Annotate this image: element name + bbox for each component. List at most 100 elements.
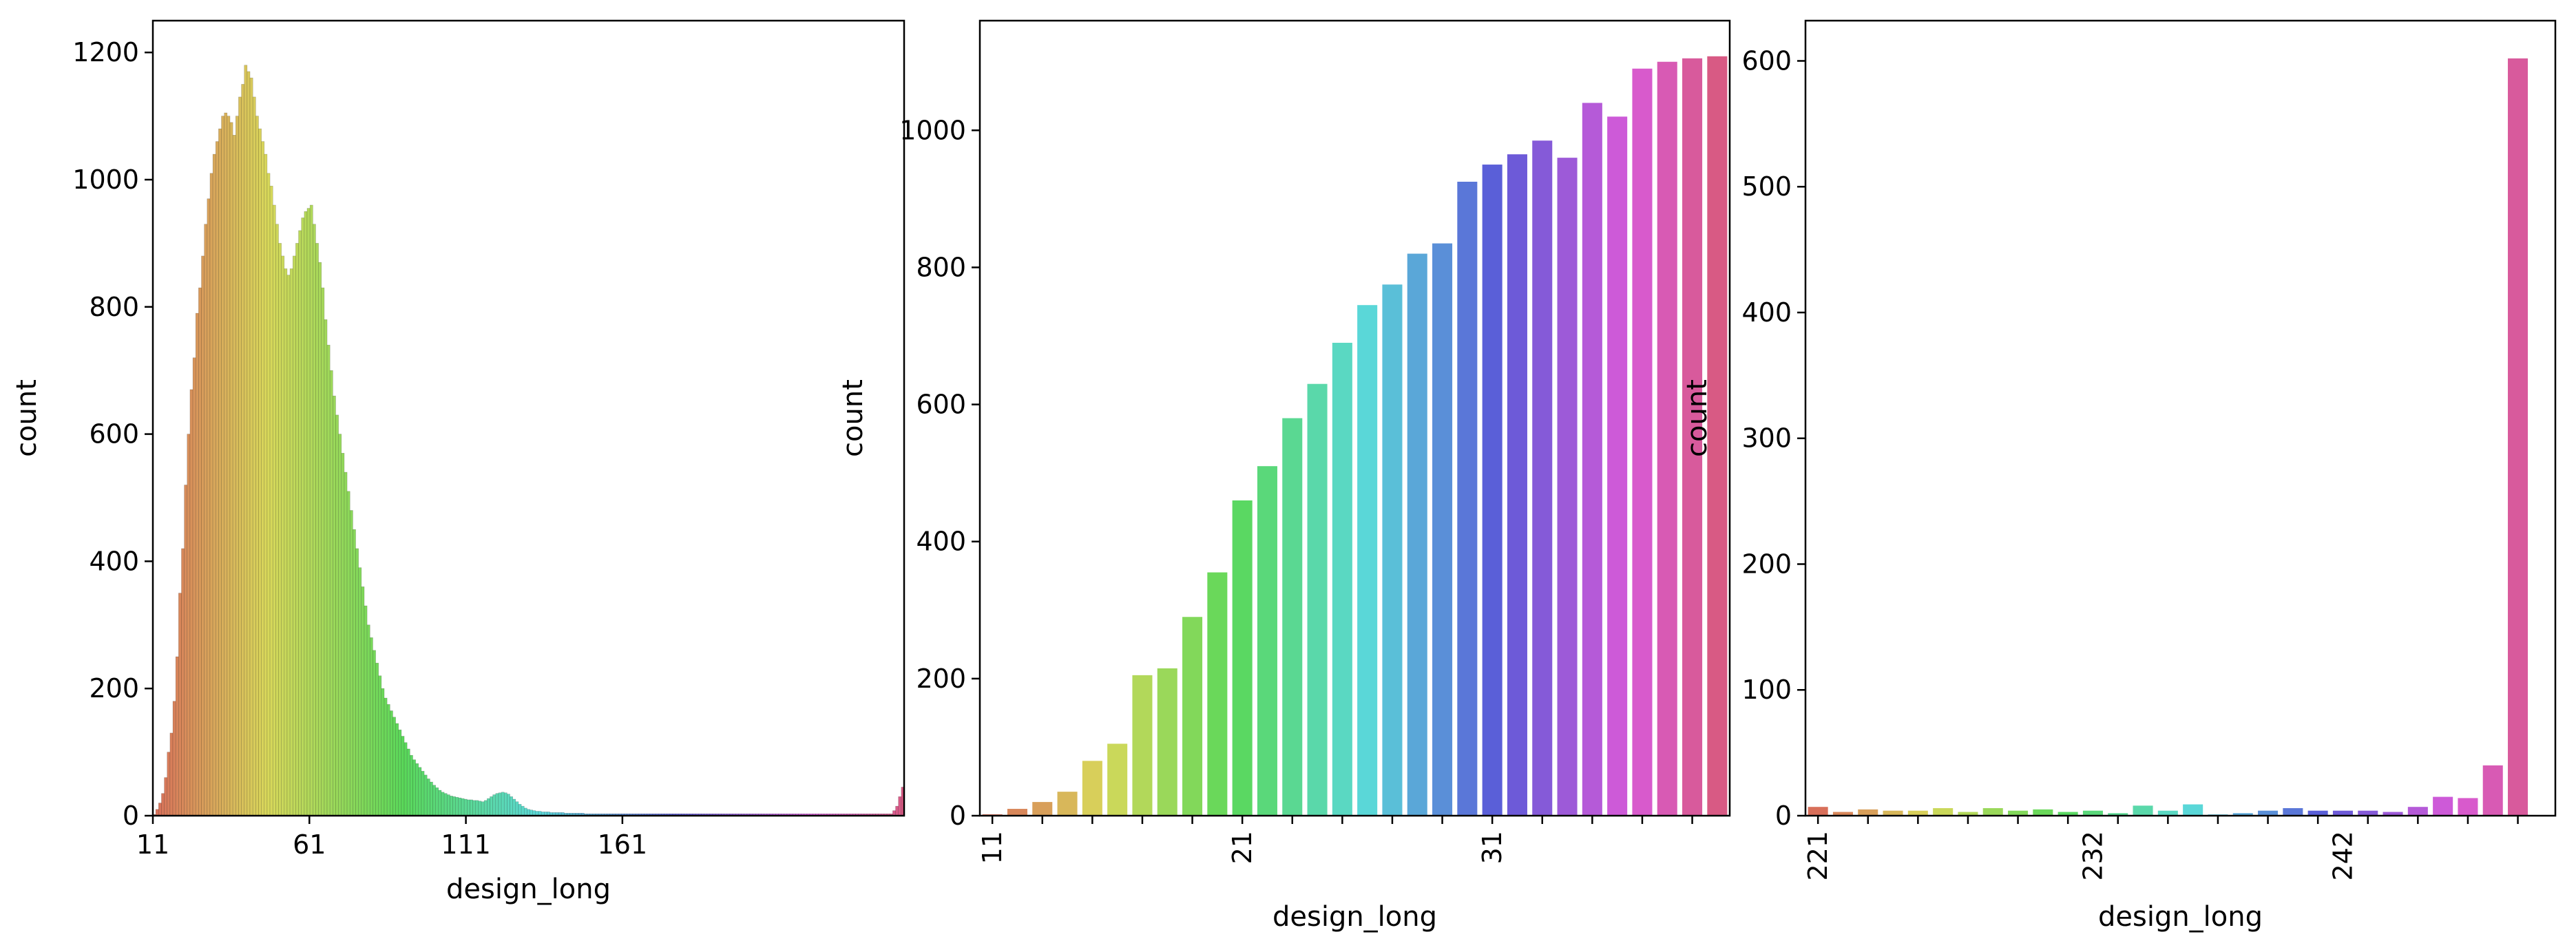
bar — [475, 800, 479, 816]
bar — [446, 794, 450, 816]
y-tick-label: 800 — [916, 252, 966, 282]
bar — [284, 268, 288, 816]
bar — [324, 319, 328, 816]
bar — [481, 801, 485, 816]
y-tick-label: 1000 — [72, 165, 139, 195]
bar — [1057, 792, 1078, 816]
bar — [392, 717, 396, 816]
bar — [358, 567, 362, 816]
bar — [158, 803, 162, 816]
bar — [1883, 810, 1903, 816]
bar — [315, 243, 319, 816]
bar — [184, 485, 188, 816]
bar — [309, 204, 313, 816]
bar — [252, 96, 256, 816]
bar — [498, 792, 502, 816]
y-tick-label: 100 — [1741, 675, 1792, 705]
bar — [467, 799, 470, 816]
x-axis-label: design_long — [446, 874, 611, 905]
bar — [295, 243, 299, 816]
bar — [1082, 761, 1102, 816]
bar — [364, 605, 368, 816]
bar — [373, 650, 376, 816]
bar — [181, 548, 185, 816]
x-tick-label: 232 — [2077, 831, 2108, 881]
bar — [326, 344, 331, 816]
x-tick-label: 111 — [441, 829, 491, 860]
y-tick-label: 300 — [1741, 423, 1792, 454]
bar — [395, 723, 399, 816]
bar — [1457, 181, 1478, 816]
bar — [204, 224, 208, 816]
bar — [286, 275, 291, 816]
bar — [227, 116, 231, 816]
bar — [1657, 61, 1677, 816]
bar — [244, 65, 248, 816]
bar — [1808, 807, 1828, 816]
bar — [483, 800, 488, 816]
bar — [2307, 810, 2328, 816]
bar — [335, 414, 339, 816]
bar — [241, 84, 245, 816]
bar — [507, 794, 510, 816]
bar — [321, 287, 325, 816]
bar — [161, 793, 165, 816]
bar — [503, 792, 507, 816]
bar — [278, 243, 282, 816]
bar — [187, 434, 191, 816]
chart-panel-2: 0 200 400 600 800 1000 count design_long 11 21 31 — [837, 19, 1731, 933]
bar — [275, 224, 279, 816]
bar — [2332, 810, 2353, 816]
bar — [423, 774, 428, 816]
bar — [2108, 813, 2128, 816]
y-tick-label: 200 — [1741, 549, 1792, 579]
bar — [384, 697, 388, 816]
bar — [512, 798, 516, 816]
bar — [2157, 810, 2178, 816]
bar — [426, 779, 430, 816]
y-tick-label: 1200 — [72, 37, 139, 67]
bar — [247, 71, 251, 816]
bar — [1532, 140, 1553, 816]
bar — [1682, 58, 1703, 816]
bar — [232, 135, 236, 816]
bar — [338, 434, 342, 816]
bar — [1958, 812, 1978, 816]
bar — [281, 255, 285, 816]
bar — [404, 742, 408, 816]
bar — [1207, 572, 1228, 816]
bar — [438, 790, 442, 816]
bar — [2433, 796, 2453, 816]
bar — [255, 116, 259, 816]
bar — [1232, 500, 1253, 816]
bar — [1507, 154, 1527, 816]
bar — [269, 185, 273, 816]
plot-frame — [978, 19, 1731, 817]
bar — [192, 357, 196, 816]
bar — [1982, 808, 2003, 816]
bar — [378, 675, 382, 816]
bar — [1282, 418, 1303, 816]
bar — [301, 218, 305, 816]
bar — [266, 173, 271, 816]
bar — [455, 796, 459, 816]
bar — [235, 116, 239, 816]
bar — [169, 732, 174, 816]
bar — [2482, 765, 2503, 816]
bar — [1907, 810, 1928, 816]
bar — [2232, 813, 2253, 816]
bar — [1582, 103, 1602, 816]
y-tick-label: 600 — [1741, 45, 1792, 76]
bar — [272, 204, 276, 816]
x-tick-label: 21 — [1227, 831, 1257, 864]
bar — [898, 796, 902, 816]
bar — [249, 77, 253, 816]
bar — [458, 797, 462, 816]
bar — [421, 771, 425, 816]
bar — [1257, 466, 1277, 816]
bar — [418, 767, 422, 816]
bar — [1407, 253, 1427, 816]
bar — [492, 794, 496, 816]
bar — [470, 799, 473, 816]
chart-panel-3: 0 100 200 300 400 500 600 count design_long 221 23… — [1682, 19, 2557, 933]
